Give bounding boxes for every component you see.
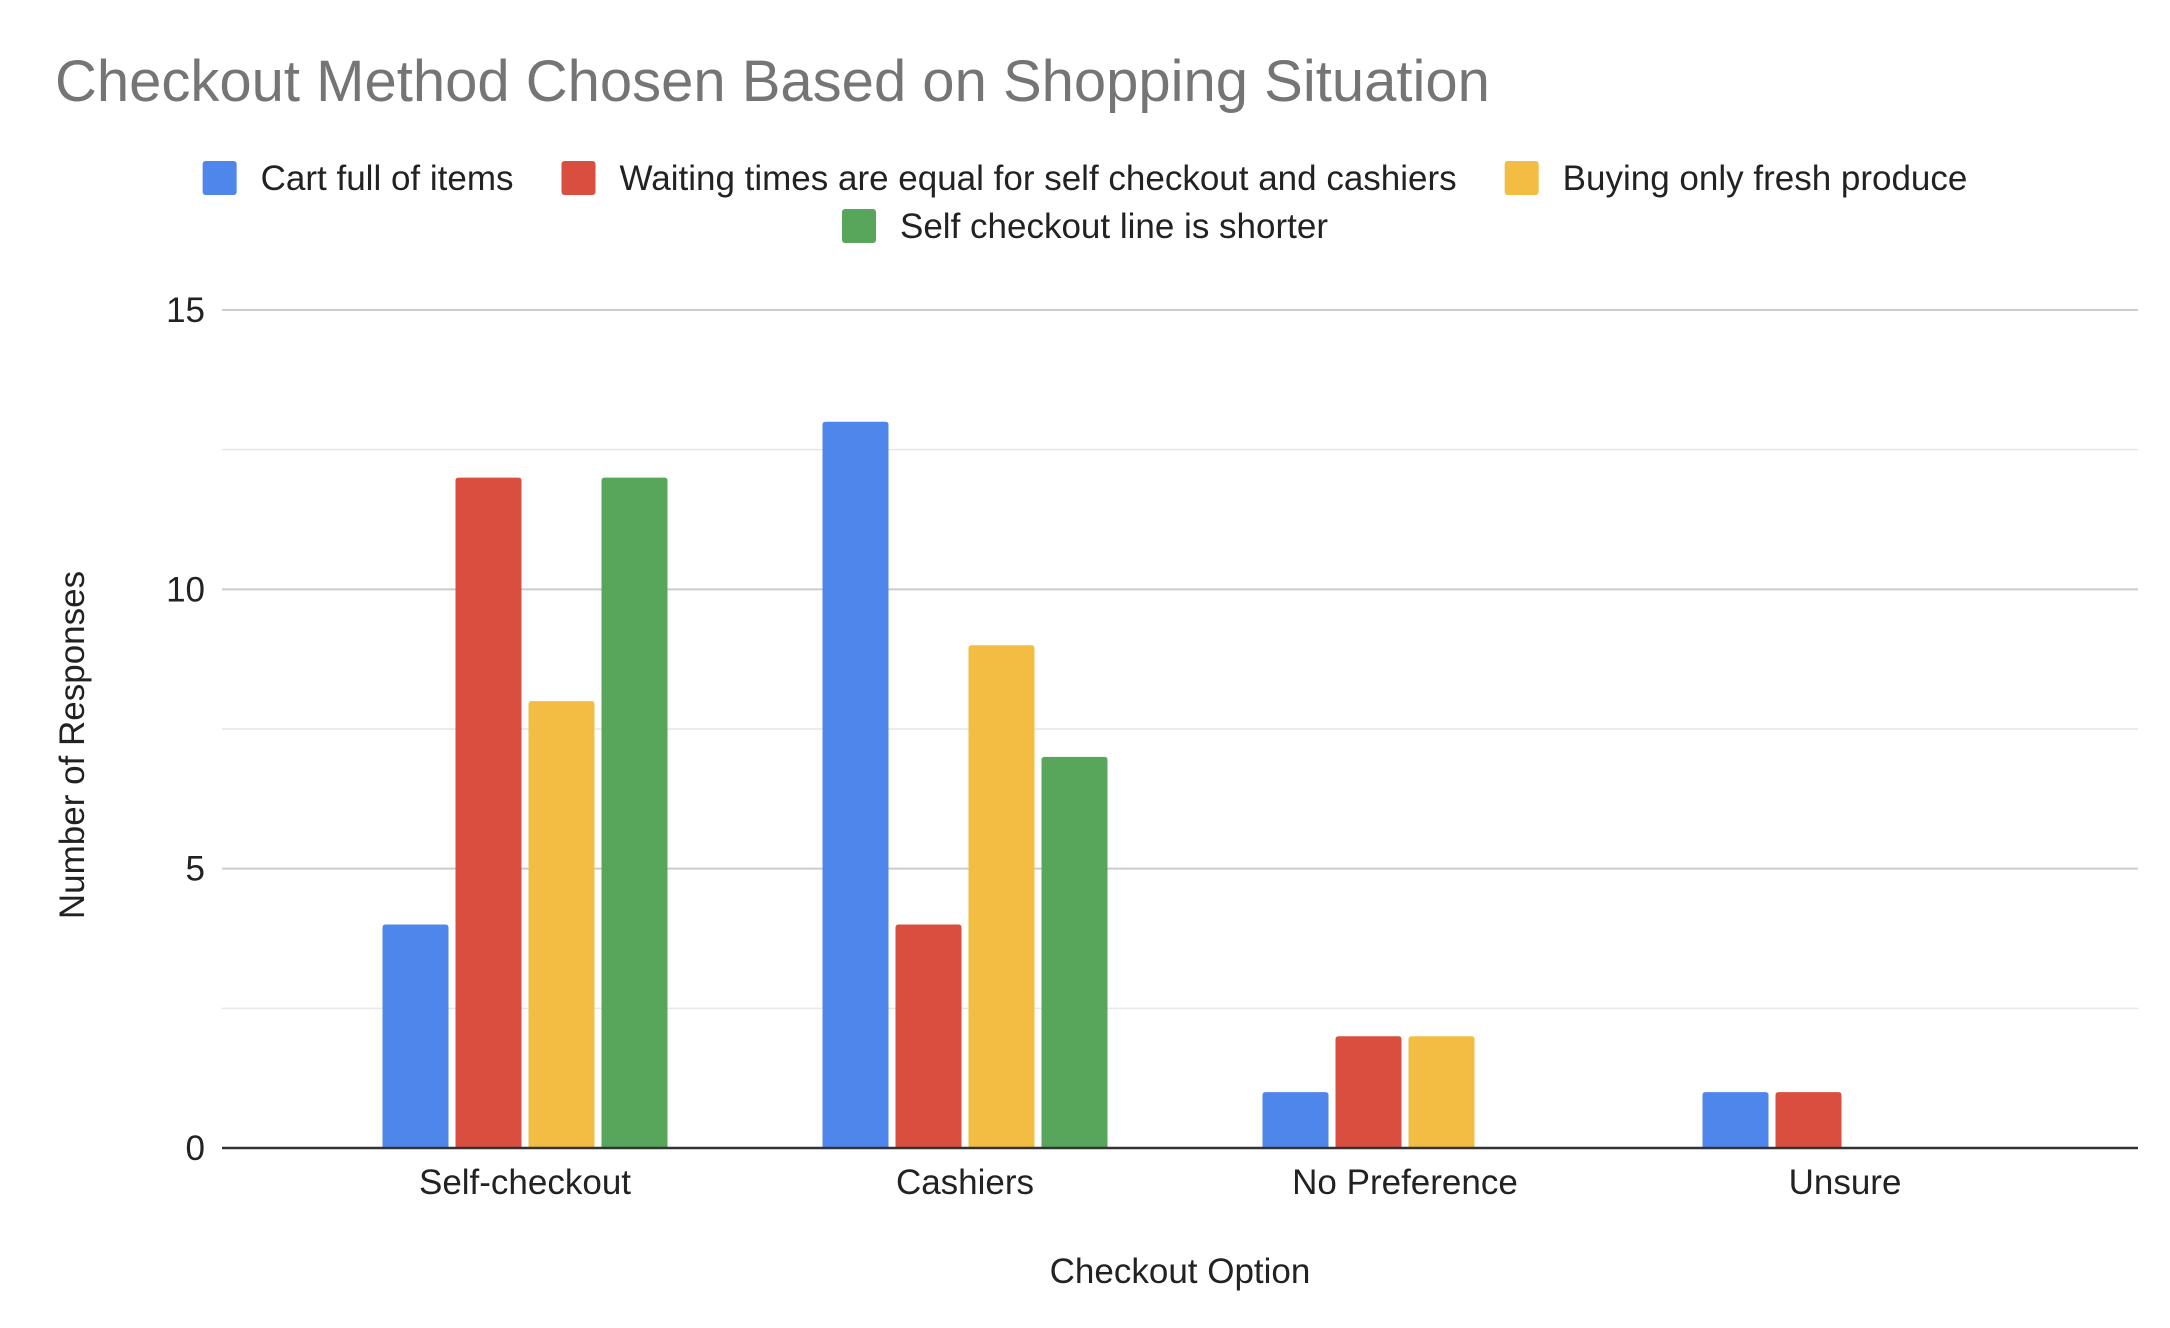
bar-cashiers-series-3 [968,645,1035,1148]
bar-no-preference-series-1 [1262,1092,1329,1148]
x-tick-label: Unsure [1789,1163,1902,1202]
legend-swatch [1504,161,1539,195]
y-axis-title: Number of Responses [53,571,92,919]
legend-item-4: Self checkout line is shorter [842,207,1328,246]
bar-cashiers-series-1 [822,421,889,1148]
bars [382,421,1842,1149]
y-tick-label: 10 [166,570,205,609]
bar-no-preference-series-3 [1408,1036,1475,1148]
legend-item-1: Cart full of items [202,159,514,198]
x-axis-title: Checkout Option [1050,1252,1311,1291]
legend-item-2: Waiting times are equal for self checkou… [561,159,1457,198]
legend-swatch [842,209,877,243]
x-axis-ticks: Self-checkout Cashiers No Preference Unsure [419,1163,1901,1202]
y-tick-label: 5 [186,850,205,889]
bar-self-checkout-series-3 [528,701,595,1148]
bar-self-checkout-series-4 [601,477,668,1149]
legend-swatch [561,161,596,195]
bar-unsure-series-1 [1702,1092,1769,1148]
x-tick-label: Cashiers [896,1163,1034,1202]
bar-unsure-series-2 [1775,1092,1842,1148]
x-tick-label: Self-checkout [419,1163,631,1202]
legend-swatch [202,161,237,195]
chart-title: Checkout Method Chosen Based on Shopping… [55,49,1490,114]
bar-cashiers-series-4 [1041,756,1108,1148]
bar-self-checkout-series-1 [382,924,449,1148]
legend-label: Cart full of items [261,159,514,198]
y-tick-label: 0 [186,1129,205,1168]
legend-label: Self checkout line is shorter [900,207,1328,246]
legend-label: Waiting times are equal for self checkou… [620,159,1457,198]
y-tick-label: 15 [166,291,205,330]
y-axis-ticks: 0 5 10 15 [166,291,205,1168]
legend-label: Buying only fresh produce [1563,159,1968,198]
x-tick-label: No Preference [1292,1163,1518,1202]
bar-cashiers-series-2 [895,924,962,1148]
chart-legend: Cart full of items Waiting times are equa… [202,159,1968,246]
legend-item-3: Buying only fresh produce [1504,159,1968,198]
bar-no-preference-series-2 [1335,1036,1402,1148]
bar-self-checkout-series-2 [455,477,522,1149]
